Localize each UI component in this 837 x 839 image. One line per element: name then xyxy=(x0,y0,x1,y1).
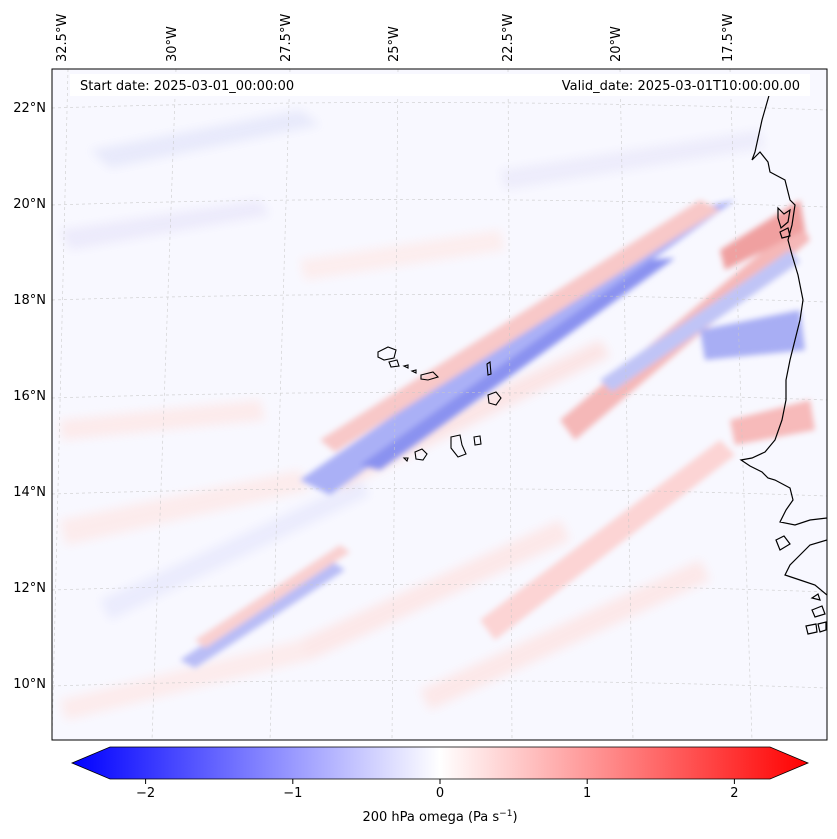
colorbar-tick-label: −2 xyxy=(136,786,155,801)
ascent-band-main xyxy=(300,200,735,495)
colorbar-tick-label: 1 xyxy=(583,786,591,801)
subsidence-band-main xyxy=(320,200,720,452)
colorbar-title: 200 hPa omega (Pa s−1) xyxy=(362,809,517,825)
colorbar-body xyxy=(70,746,810,780)
lon-label: 27.5°W xyxy=(279,14,294,62)
annotation-strip xyxy=(70,74,810,96)
colorbar-ticks: −2 −1 0 1 2 xyxy=(136,779,739,801)
map-frame xyxy=(51,68,828,741)
lon-label: 32.5°W xyxy=(55,14,70,62)
lon-labels: 32.5°W 30°W 27.5°W 25°W 22.5°W 20°W 17.5°W xyxy=(55,14,736,62)
lon-label: 25°W xyxy=(387,26,402,62)
lat-labels: 22°N 20°N 18°N 16°N 14°N 12°N 10°N xyxy=(13,101,46,692)
omega-field-bands xyxy=(180,200,815,668)
lat-label: 12°N xyxy=(13,581,46,596)
valid-date-label: Valid_date: 2025-03-01T10:00:00.00 xyxy=(562,79,800,94)
map-gridlines xyxy=(52,69,827,740)
bissagos-islands xyxy=(805,593,827,635)
lat-label: 18°N xyxy=(13,293,46,308)
lon-label: 17.5°W xyxy=(721,14,736,62)
colorbar-tick-label: 2 xyxy=(730,786,738,801)
colorbar-units-close: ) xyxy=(512,810,517,825)
lat-label: 10°N xyxy=(13,677,46,692)
lat-label: 20°N xyxy=(13,197,46,212)
lat-label: 22°N xyxy=(13,101,46,116)
cape-verde-islands xyxy=(377,346,502,463)
colorbar-tick-label: 0 xyxy=(436,786,444,801)
lon-label: 30°W xyxy=(165,26,180,62)
africa-coastline xyxy=(739,91,827,526)
lon-label: 22.5°W xyxy=(501,14,516,62)
colorbar-tick-label: −1 xyxy=(283,786,302,801)
colorbar: −2 −1 0 1 2 200 hPa omega (Pa s−1) xyxy=(70,746,810,825)
lat-label: 16°N xyxy=(13,389,46,404)
lat-label: 14°N xyxy=(13,485,46,500)
colorbar-variable: 200 hPa omega xyxy=(362,810,463,825)
colorbar-units-exp: −1 xyxy=(499,809,512,819)
colorbar-units: (Pa s xyxy=(468,810,499,825)
start-date-label: Start date: 2025-03-01_00:00:00 xyxy=(80,79,294,94)
coastlines xyxy=(739,91,827,635)
map-panel xyxy=(52,69,827,740)
guinea-coastline xyxy=(784,539,827,596)
lon-label: 20°W xyxy=(609,26,624,62)
